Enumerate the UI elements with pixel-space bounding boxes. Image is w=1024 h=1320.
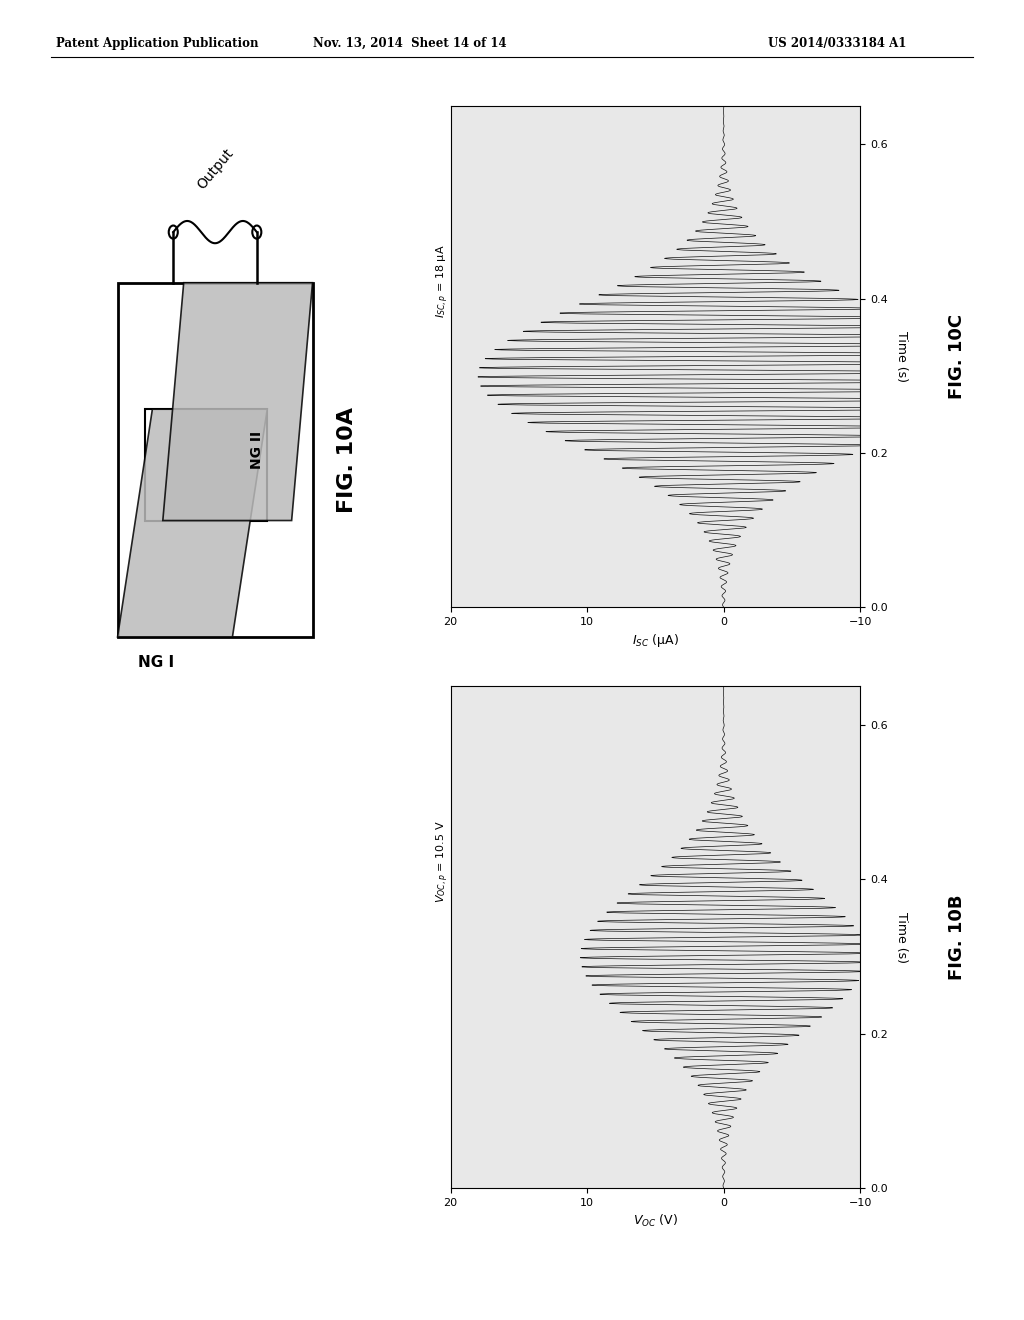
Text: US 2014/0333184 A1: US 2014/0333184 A1	[768, 37, 906, 50]
Text: NG II: NG II	[250, 430, 264, 469]
Text: Nov. 13, 2014  Sheet 14 of 14: Nov. 13, 2014 Sheet 14 of 14	[312, 37, 507, 50]
Bar	[118, 282, 312, 636]
Text: $I_{SC,p}$ = 18 μA: $I_{SC,p}$ = 18 μA	[434, 244, 451, 318]
Text: FIG. 10B: FIG. 10B	[948, 895, 967, 979]
X-axis label: $I_{SC}$ (μA): $I_{SC}$ (μA)	[632, 632, 679, 649]
Text: $V_{OC,p}$ = 10.5 V: $V_{OC,p}$ = 10.5 V	[434, 821, 451, 903]
Text: Patent Application Publication: Patent Application Publication	[56, 37, 259, 50]
Text: FIG. 10C: FIG. 10C	[948, 314, 967, 399]
Text: Output: Output	[195, 145, 236, 191]
Polygon shape	[118, 409, 267, 636]
Y-axis label: Time (s): Time (s)	[895, 912, 908, 962]
Bar	[145, 409, 267, 520]
Text: NG I: NG I	[138, 655, 174, 671]
Polygon shape	[163, 282, 312, 520]
Text: FIG. 10A: FIG. 10A	[337, 407, 357, 512]
X-axis label: $V_{OC}$ (V): $V_{OC}$ (V)	[633, 1213, 678, 1229]
Y-axis label: Time (s): Time (s)	[895, 331, 908, 381]
